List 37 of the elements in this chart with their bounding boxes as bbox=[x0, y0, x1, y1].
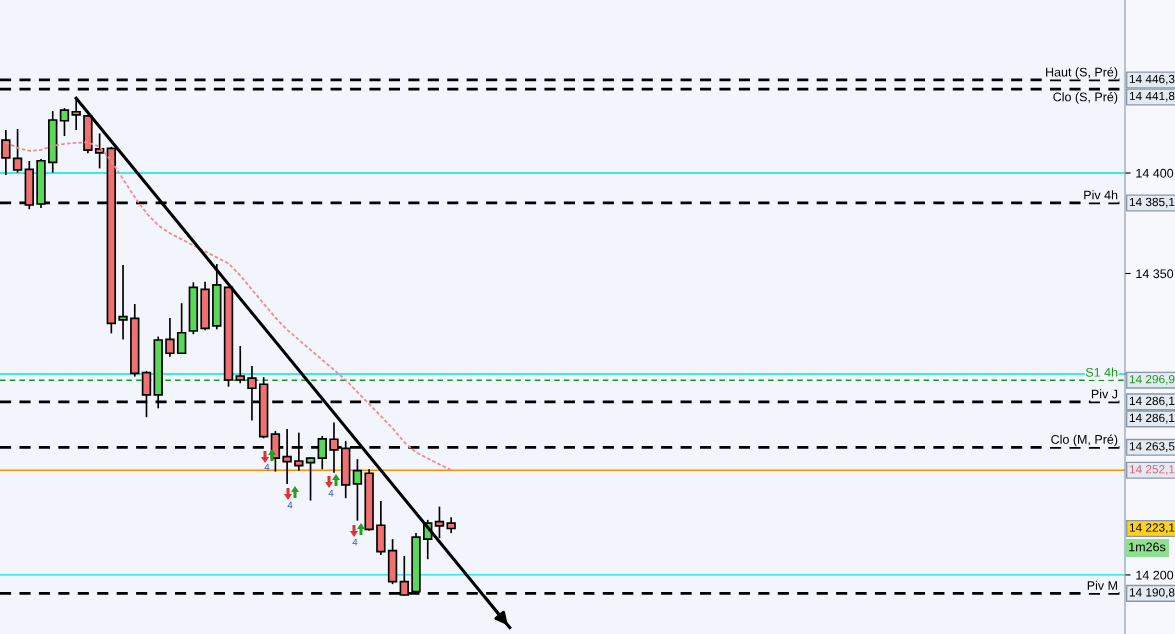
ref-line-label: Piv 4h bbox=[1084, 190, 1118, 200]
candlestick bbox=[235, 345, 245, 385]
text: 14 441,8 bbox=[1129, 91, 1175, 102]
text: 14 446,3 bbox=[1129, 74, 1175, 85]
candlestick bbox=[305, 456, 316, 502]
candlestick bbox=[176, 302, 187, 355]
candlestick bbox=[59, 107, 70, 137]
candlestick bbox=[94, 132, 105, 170]
candlestick bbox=[118, 264, 128, 341]
candlestick bbox=[165, 317, 175, 358]
ref-line-label: Piv M bbox=[1087, 580, 1117, 590]
y-tick-label: 14 350 bbox=[1136, 269, 1174, 279]
candlestick bbox=[434, 505, 445, 539]
text: 14 252,1 bbox=[1129, 465, 1175, 475]
ref-line-label: Clo (M, Pré) bbox=[1051, 434, 1118, 447]
annotation: 4 bbox=[352, 538, 358, 546]
text: 14 286,1 bbox=[1129, 413, 1175, 424]
candlestick bbox=[1, 129, 11, 176]
candlestick bbox=[12, 128, 23, 174]
text: 1m26s bbox=[1129, 542, 1166, 552]
ref-line-label: Haut (S, Pré) bbox=[1046, 67, 1118, 79]
candlestick bbox=[352, 458, 363, 522]
annotation: 4 bbox=[264, 463, 270, 471]
ref-line-label: Clo (S, Pré) bbox=[1053, 92, 1118, 104]
annotation: 4 bbox=[287, 501, 293, 509]
y-tick-label: 14 200 bbox=[1136, 570, 1174, 580]
text: 14 190,8 bbox=[1129, 588, 1175, 598]
text: 14 223,1 bbox=[1129, 523, 1175, 534]
y-tick-label: 14 400 bbox=[1136, 168, 1174, 178]
ref-line-label: S1 4h bbox=[1085, 367, 1118, 377]
text: 14 286,1 bbox=[1129, 396, 1175, 407]
text: 14 385,1 bbox=[1129, 197, 1175, 208]
annotation: 4 bbox=[328, 489, 334, 497]
candlestick bbox=[282, 428, 292, 485]
ref-line-label: Piv J bbox=[1091, 389, 1118, 399]
text: 14 263,5 bbox=[1129, 442, 1175, 452]
text: 14 296,9 bbox=[1129, 375, 1175, 385]
